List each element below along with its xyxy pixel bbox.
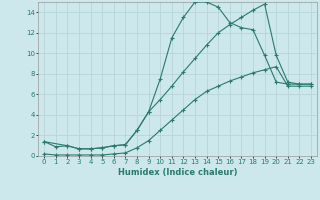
X-axis label: Humidex (Indice chaleur): Humidex (Indice chaleur) xyxy=(118,168,237,177)
